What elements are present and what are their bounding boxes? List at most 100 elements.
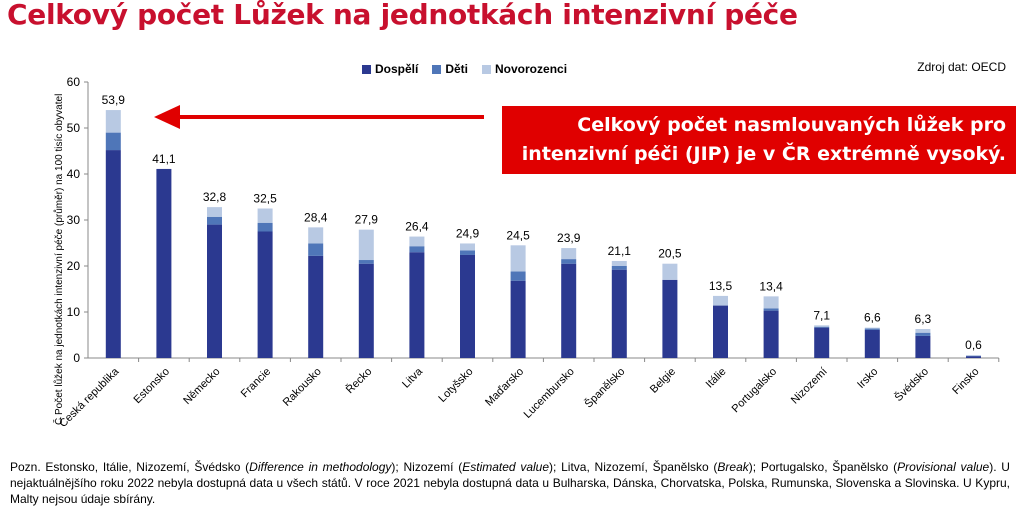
bar-segment-adults [864,329,880,358]
bar-total-label: 27,9 [355,213,379,227]
bar-segment-children [966,355,981,357]
y-tick-label: 50 [67,121,81,135]
footnote-italic-3: Break [717,460,749,474]
bar-total-label: 13,4 [759,279,783,293]
callout-box: Celkový počet nasmlouvaných lůžek pro in… [502,106,1016,174]
bar-segment-children [409,246,425,253]
bar-total-label: 7,1 [813,308,830,322]
bar-segment-adults [156,168,172,358]
bar-segment-newborns [207,207,222,217]
bar-segment-adults [358,263,374,358]
x-category-label: Rakousko [281,366,324,409]
bar-segment-newborns [966,355,981,356]
bar-segment-newborns [713,295,728,306]
x-category-label: Česká republika [56,364,122,430]
x-category-label: Estonsko [132,366,172,406]
bar-segment-adults [105,150,121,358]
bar-segment-newborns [763,296,779,309]
bar-segment-children [814,326,830,328]
bar-segment-children [257,222,273,232]
bar-total-label: 28,4 [304,210,328,224]
bar-segment-adults [561,263,577,358]
x-category-label: Francie [239,366,273,400]
bar-segment-adults [611,269,627,358]
y-tick-label: 40 [67,167,81,181]
footnote-text-2: ); Nizozemí ( [391,460,463,474]
legend-item-children: Děti [432,62,468,76]
y-tick-label: 20 [67,259,81,273]
bar-segment-newborns [662,263,678,280]
y-tick-label: 60 [67,75,81,89]
bar-total-label: 32,5 [253,192,277,206]
bar-segment-children [510,271,526,281]
footnote-text-3: ); Litva, Nizozemí, Španělsko ( [549,460,718,474]
bar-segment-adults [409,252,425,358]
bar-segment-children [105,132,121,151]
legend-item-newborns: Novorozenci [482,62,567,76]
chart-legend: Dospělí Děti Novorozenci [362,62,567,76]
bar-segment-newborns [915,329,931,333]
bar-total-label: 13,5 [709,279,733,293]
bar-segment-adults [510,280,526,358]
legend-item-adults: Dospělí [362,62,418,76]
bar-segment-children [460,250,475,255]
callout-line-2: intenzivní péči (JIP) je v ČR extrémně v… [521,143,1006,165]
footnote-italic-4: Provisional value [897,460,990,474]
legend-label-children: Děti [445,62,469,76]
y-axis-title: Č Počet lůžek na jednotkách intenzivní p… [52,94,65,425]
bar-segment-adults [814,327,830,358]
bar-segment-children [611,266,627,270]
bar-segment-adults [460,254,475,358]
bar-segment-adults [713,305,728,358]
x-category-label: Německo [181,366,222,407]
bar-segment-adults [915,335,931,358]
bar-segment-children [915,332,931,336]
callout-arrow-head-icon [154,105,180,129]
data-source: Zdroj dat: OECD [917,60,1006,74]
x-category-label: Maďarsko [483,366,526,409]
bar-segment-newborns [308,227,324,244]
y-tick-label: 30 [67,213,81,227]
bar-segment-adults [207,224,222,358]
bar-segment-children [358,260,374,264]
bar-total-label: 0,6 [965,338,982,352]
bar-segment-newborns [561,248,577,260]
x-category-label: Nizozemí [789,366,830,407]
bar-segment-newborns [257,208,273,223]
x-category-label: Finsko [950,366,981,397]
bar-segment-newborns [460,243,475,251]
legend-swatch-children [432,64,442,74]
bar-total-label: 20,5 [658,247,682,261]
footnote: Pozn. Estonsko, Itálie, Nizozemí, Švédsk… [10,459,1010,507]
bar-segment-children [308,243,324,256]
x-category-label: Belgie [648,366,678,396]
bar-total-label: 26,4 [405,220,429,234]
stacked-bar-chart: 0 10 20 30 40 50 60Č Počet lůžek na jednotkách… [52,75,1000,430]
bar-total-label: 24,9 [456,226,480,240]
x-category-label: Itálie [704,366,729,391]
legend-label-newborns: Novorozenci [495,62,568,76]
footnote-text-5: ). U nejaktuálnějšího roku 2022 nebyla d… [10,460,1010,506]
x-category-label: Litva [400,365,426,391]
bar-total-label: 21,1 [608,244,632,258]
legend-swatch-newborns [482,64,492,74]
callout-line-1: Celkový počet nasmlouvaných lůžek pro [577,114,1006,136]
bar-segment-children [561,259,577,264]
y-tick-label: 10 [67,305,81,319]
bar-total-label: 6,6 [864,311,881,325]
bar-segment-adults [662,279,678,358]
x-category-label: Lotyšsko [436,366,475,405]
bar-segment-newborns [814,325,830,327]
bar-segment-adults [966,356,981,358]
bar-total-label: 53,9 [102,93,126,107]
bar-total-label: 41,1 [152,152,176,166]
bar-segment-newborns [611,260,627,266]
footnote-text-4: ); Portugalsko, Španělsko ( [748,460,898,474]
page-title: Celkový počet Lůžek na jednotkách intenz… [7,0,798,31]
bar-total-label: 32,8 [203,190,227,204]
x-category-label: Řecko [343,365,374,396]
x-category-label: Švédsko [892,365,931,404]
bar-segment-newborns [510,245,526,272]
bar-segment-newborns [105,110,121,133]
bar-segment-newborns [864,327,880,329]
